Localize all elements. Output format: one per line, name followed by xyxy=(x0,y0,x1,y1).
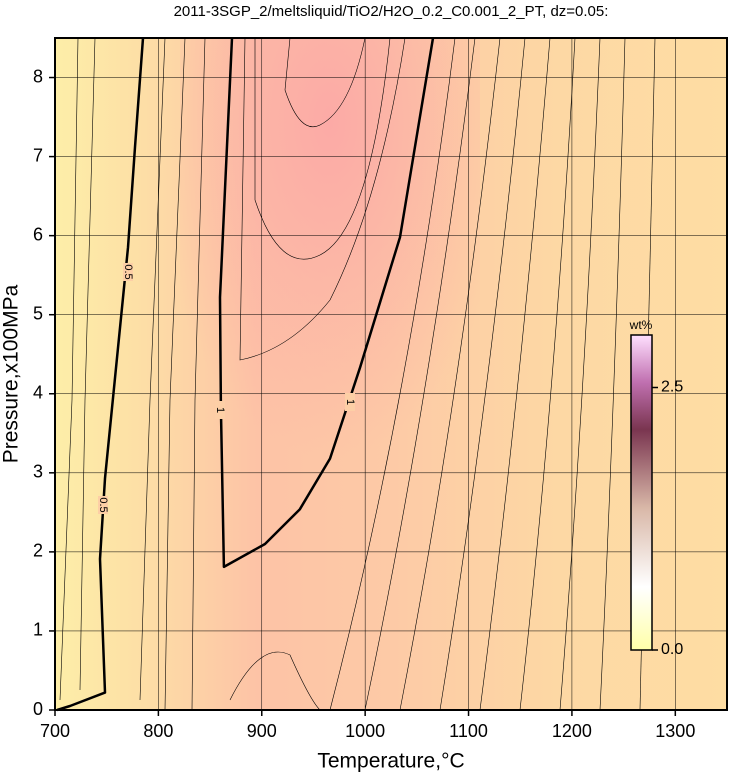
colorbar-tick-label: 2.5 xyxy=(661,379,683,396)
y-tick-label: 3 xyxy=(33,462,43,482)
chart-title: 2011-3SGP_2/meltsliquid/TiO2/H2O_0.2_C0.… xyxy=(174,3,609,20)
plot-area xyxy=(55,37,727,711)
contour-label-bg xyxy=(345,393,355,411)
y-tick-label: 0 xyxy=(33,699,43,719)
contour-label: 0.5 xyxy=(97,497,109,512)
contour-label-bg xyxy=(98,496,108,514)
colorbar xyxy=(630,334,653,651)
y-tick-label: 5 xyxy=(33,303,43,323)
colorbar-tick-label: 0.0 xyxy=(661,641,683,658)
contour-label-bg xyxy=(123,263,133,281)
y-tick-label: 8 xyxy=(33,66,43,86)
x-axis-label: Temperature,°C xyxy=(317,750,464,773)
colorbar-label: wt% xyxy=(629,318,653,332)
y-tick-label: 4 xyxy=(33,383,43,403)
contour-line xyxy=(218,37,435,569)
y-tick-label: 6 xyxy=(33,224,43,244)
contour-line xyxy=(56,37,145,712)
y-tick-label: 2 xyxy=(33,541,43,561)
x-tick-label: 1100 xyxy=(449,721,488,741)
x-tick-label: 700 xyxy=(40,721,70,741)
contour-label: 1 xyxy=(214,407,226,413)
y-axis-label: Pressure,x100MPa xyxy=(0,284,23,463)
x-tick-label: 900 xyxy=(247,721,277,741)
x-tick-label: 1300 xyxy=(655,721,695,741)
frame xyxy=(54,37,728,711)
background xyxy=(180,38,480,598)
contour-label-bg xyxy=(215,401,225,419)
x-tick-label: 1000 xyxy=(345,721,385,741)
contour-label: 0.5 xyxy=(122,264,134,279)
x-tick-label: 1200 xyxy=(552,721,592,741)
y-tick-label: 1 xyxy=(33,620,43,640)
y-tick-label: 7 xyxy=(33,145,43,165)
x-tick-label: 800 xyxy=(143,721,173,741)
contour-label: 1 xyxy=(344,399,356,405)
